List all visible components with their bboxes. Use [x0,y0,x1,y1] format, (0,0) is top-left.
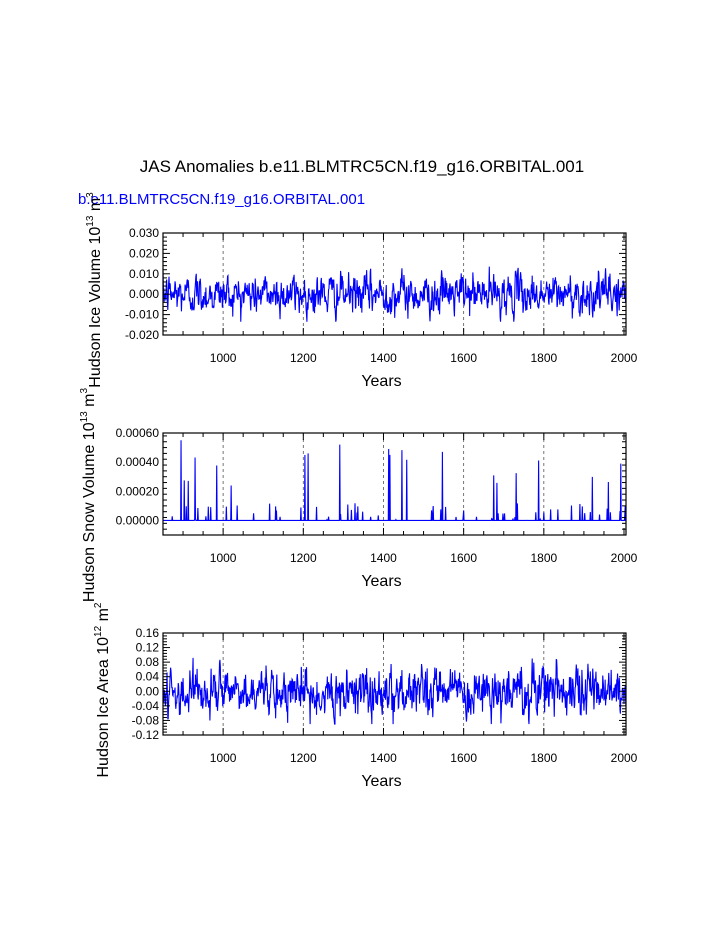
series-line [163,440,627,521]
y-axis-label-unit-exponent: 3 [79,387,90,393]
y-tick-label: -0.08 [132,713,160,727]
y-tick-label: 0.08 [136,655,160,669]
x-axis-label: Years [361,373,401,390]
y-axis-label-unit-exponent: 3 [85,192,96,198]
x-axis-label: Years [361,773,401,790]
x-tick-label: 1200 [290,551,317,565]
y-tick-label: 0.030 [129,226,159,240]
y-tick-label: -0.020 [125,328,159,342]
y-tick-label: 0.00060 [116,426,160,440]
x-tick-label: 1600 [450,351,477,365]
y-tick-label: 0.020 [129,246,159,260]
x-tick-label: 1000 [210,351,237,365]
y-tick-label: 0.00040 [116,455,160,469]
x-tick-label: 1800 [530,551,557,565]
y-axis-label-exponent: 13 [85,215,96,227]
x-tick-label: 2000 [611,751,638,765]
y-axis-label-exponent: 13 [79,411,90,423]
plot-frame [162,632,627,736]
y-tick-label: -0.04 [132,699,160,713]
x-tick-label: 1600 [450,751,477,765]
x-tick-label: 2000 [611,551,638,565]
x-tick-label: 1400 [370,351,397,365]
y-axis-label-unit: m [87,198,104,216]
series-line [162,657,627,725]
x-tick-label: 1400 [370,751,397,765]
y-axis-label-unit-exponent: 2 [93,602,104,608]
y-tick-label: -0.12 [132,728,160,742]
y-tick-label: 0.16 [136,626,160,640]
y-axis-label-unit: m [81,393,98,411]
plot-frame [162,232,627,336]
y-axis-label-unit: m [95,608,112,626]
y-tick-label: 0.12 [136,641,160,655]
y-axis-label: Hudson Ice Area 1012 m2 [93,602,112,777]
chart-panel-3: -0.12-0.08-0.040.000.040.080.120.16 1000 1… [93,602,638,790]
x-tick-label: 1600 [450,551,477,565]
plot-frame [162,432,627,536]
y-axis-label-exponent: 12 [93,625,104,637]
y-tick-label: 0.010 [129,267,159,281]
figure-title: JAS Anomalies b.e11.BLMTRC5CN.f19_g16.OR… [140,157,584,176]
y-tick-label: 0.00000 [116,513,160,527]
chart-panel-1: -0.020 -0.010 0.000 0.010 0.020 0.030 1000 1200… [85,192,638,390]
y-axis-label: Hudson Ice Volume 1013 m3 [85,192,104,388]
x-tick-label: 1800 [530,751,557,765]
y-tick-label: 0.00020 [116,484,160,498]
x-axis-label: Years [361,573,401,590]
y-axis-label-text: Hudson Ice Volume 10 [87,227,104,388]
x-tick-label: 2000 [611,351,638,365]
x-tick-label: 1400 [370,551,397,565]
figure-subtitle: b.e11.BLMTRC5CN.f19_g16.ORBITAL.001 [78,191,365,208]
series-line [162,266,627,322]
chart-panel-2: 0.00000 0.00020 0.00040 0.00060 1000 1200 1400… [79,387,638,602]
y-tick-label: 0.000 [129,287,159,301]
x-tick-label: 1800 [530,351,557,365]
x-tick-label: 1000 [210,551,237,565]
y-axis-label: Hudson Snow Volume 1013 m3 [79,387,98,602]
x-tick-label: 1200 [290,351,317,365]
x-tick-label: 1200 [290,751,317,765]
y-axis-label-text: Hudson Ice Area 10 [95,637,112,778]
y-tick-label: 0.00 [136,684,160,698]
y-tick-label: 0.04 [136,670,160,684]
y-axis-label-text: Hudson Snow Volume 10 [81,422,98,602]
x-tick-label: 1000 [210,751,237,765]
y-tick-label: -0.010 [125,308,159,322]
